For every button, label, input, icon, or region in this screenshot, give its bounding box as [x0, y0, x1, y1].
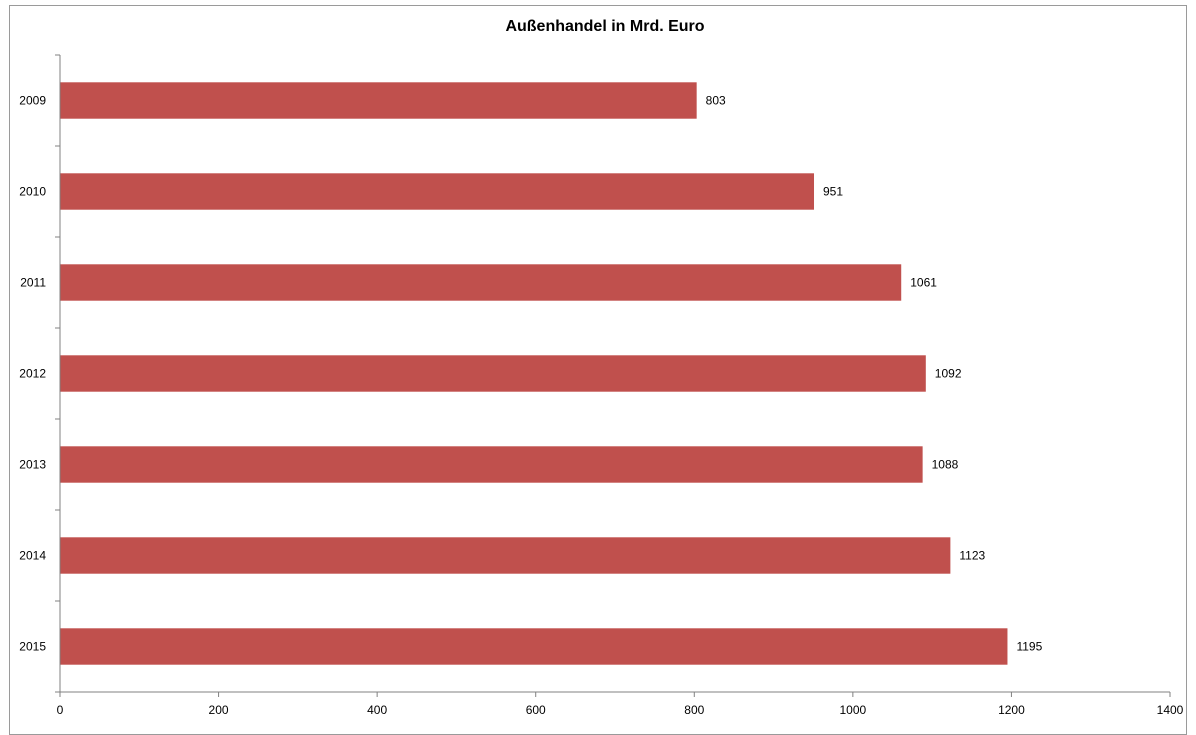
x-tick-label: 1000	[840, 703, 867, 717]
bar-2012	[60, 355, 926, 392]
category-label: 2009	[19, 94, 46, 108]
x-tick-label: 200	[209, 703, 229, 717]
x-tick-label: 800	[684, 703, 704, 717]
x-tick-label: 0	[57, 703, 64, 717]
bar-2011	[60, 264, 902, 301]
bar-2010	[60, 173, 815, 210]
axes-layer	[55, 54, 1171, 697]
data-label: 1088	[932, 458, 959, 472]
bar-2014	[60, 537, 951, 574]
category-label: 2010	[19, 185, 46, 199]
x-tick-label: 600	[526, 703, 546, 717]
data-label: 803	[706, 94, 726, 108]
data-label: 1195	[1016, 640, 1042, 654]
labels-layer: 0 200 400 600 800 1000 1200 1400 2009 803 2010 951 2…	[19, 94, 1183, 718]
chart-title: Außenhandel in Mrd. Euro	[505, 18, 705, 35]
bar-2015	[60, 628, 1008, 665]
bars-layer	[60, 82, 1008, 665]
bar-2013	[60, 446, 923, 483]
data-label: 1061	[910, 276, 937, 290]
x-tick-label: 400	[367, 703, 387, 717]
data-label: 1123	[959, 549, 985, 563]
category-label: 2014	[19, 549, 46, 563]
category-label: 2012	[19, 367, 46, 381]
x-tick-label: 1400	[1157, 703, 1184, 717]
category-label: 2015	[19, 640, 46, 654]
category-label: 2011	[20, 276, 46, 290]
data-label: 1092	[935, 367, 962, 381]
category-label: 2013	[19, 458, 46, 472]
bar-2009	[60, 82, 697, 119]
data-label: 951	[823, 185, 843, 199]
x-tick-label: 1200	[998, 703, 1025, 717]
